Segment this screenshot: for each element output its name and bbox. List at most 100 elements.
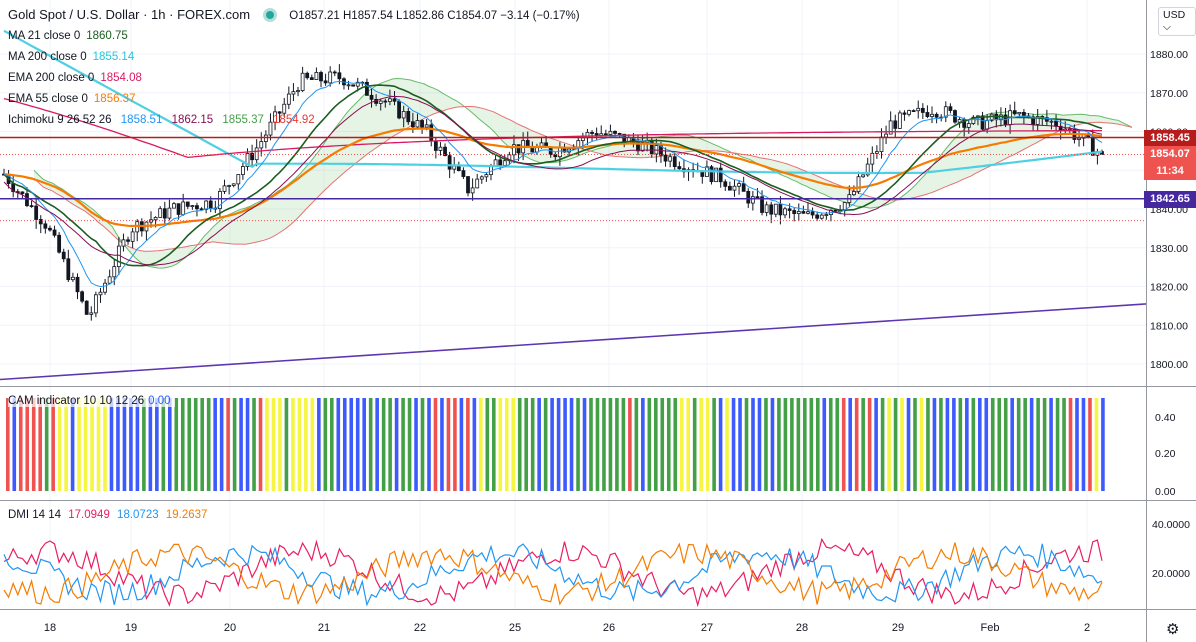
- cam-bar: [816, 398, 820, 491]
- support-price-tag[interactable]: 1842.65: [1144, 190, 1196, 208]
- cam-bar: [83, 398, 88, 491]
- candle-body: [231, 183, 236, 186]
- candle-body: [590, 132, 594, 134]
- cam-bar: [666, 398, 671, 491]
- cam-bar: [932, 398, 937, 491]
- settings-gear-icon[interactable]: ⚙: [1166, 621, 1180, 638]
- candle-body: [985, 119, 990, 130]
- cam-bar: [70, 398, 75, 491]
- cam-bar: [109, 398, 114, 491]
- cam-bar: [978, 398, 982, 491]
- time-axis[interactable]: 18 19 20 21 22 25 26 27 28 29 Feb 2: [44, 622, 1090, 634]
- legend-ichimoku[interactable]: Ichimoku 9 26 52 26 1858.51 1862.15 1855…: [8, 114, 321, 126]
- candle-body: [943, 106, 948, 118]
- cam-bar: [576, 398, 580, 491]
- cam-bar: [375, 398, 379, 491]
- candle-body: [911, 110, 916, 112]
- candle-body: [1021, 111, 1026, 117]
- cam-bar: [1003, 398, 1008, 491]
- cam-pane[interactable]: [6, 398, 1105, 491]
- cam-bar: [939, 398, 943, 491]
- cam-bar: [479, 398, 483, 491]
- candle-body: [369, 94, 374, 100]
- candle-body: [1067, 128, 1072, 131]
- cam-bar: [641, 398, 645, 491]
- legend-ma21[interactable]: MA 21 close 0 1860.75: [8, 30, 134, 42]
- time-tick-label: 22: [414, 622, 426, 634]
- legend-ma200[interactable]: MA 200 close 0 1855.14: [8, 51, 140, 63]
- cam-bar: [219, 398, 224, 491]
- cam-bar: [271, 398, 276, 491]
- cam-bar: [822, 398, 827, 491]
- symbol-title[interactable]: Gold Spot / U.S. Dollar · 1h · FOREX.com: [8, 7, 251, 22]
- countdown-tag: 11:34: [1144, 163, 1196, 181]
- currency-button[interactable]: USD ⌵: [1158, 7, 1196, 36]
- legend-value: 1862.15: [171, 114, 214, 126]
- candle-body: [268, 121, 273, 136]
- symbol-header[interactable]: Gold Spot / U.S. Dollar · 1h · FOREX.com…: [8, 7, 580, 22]
- candle-body: [103, 282, 107, 293]
- candle-body: [677, 166, 682, 170]
- time-tick-label: 27: [701, 622, 713, 634]
- cam-bar: [900, 398, 904, 491]
- candle-body: [755, 196, 760, 199]
- legend-ema200[interactable]: EMA 200 close 0 1854.08: [8, 72, 148, 84]
- cam-bar: [1094, 398, 1099, 491]
- legend-value: 1858.51: [120, 114, 163, 126]
- adx-line: [3, 537, 1103, 608]
- cam-bar: [1010, 398, 1014, 491]
- candle-body: [29, 205, 34, 208]
- candle-body: [897, 112, 902, 129]
- dmi-lines: [3, 537, 1103, 608]
- dmi-label[interactable]: DMI 14 14 17.0949 18.0723 19.2637: [8, 509, 211, 521]
- cam-bar: [913, 398, 917, 491]
- tenkan-line: [3, 80, 1103, 288]
- cam-bar: [103, 398, 107, 491]
- resistance-price-tag[interactable]: 1858.45: [1144, 129, 1196, 147]
- cam-bar: [368, 398, 373, 491]
- cam-bar: [828, 398, 833, 491]
- candle-body: [925, 112, 930, 117]
- dmi-pane[interactable]: [3, 537, 1103, 608]
- cam-bar: [608, 398, 613, 491]
- cam-bar: [848, 398, 852, 491]
- cam-label[interactable]: CAM indicator 10 10 12 26 0.00: [8, 395, 175, 407]
- candle-body: [764, 204, 769, 213]
- time-tick-label: 29: [892, 622, 904, 634]
- candle-body: [332, 71, 337, 74]
- cam-bar: [906, 398, 911, 491]
- candle-body: [1077, 137, 1081, 140]
- candle-body: [879, 136, 884, 153]
- candle-body: [351, 84, 356, 87]
- cam-bar: [453, 398, 457, 491]
- cam-bar: [135, 398, 140, 491]
- cam-bar: [200, 398, 204, 491]
- legend-ema55[interactable]: EMA 55 close 0 1856.37: [8, 93, 141, 105]
- cam-bar: [796, 398, 801, 491]
- cam-bar: [148, 398, 153, 491]
- candle-body: [852, 191, 856, 196]
- legend-label: MA 21 close 0: [8, 30, 81, 42]
- legend-value: 1855.14: [92, 51, 135, 63]
- price-pane[interactable]: [0, 0, 1147, 609]
- candle-body: [874, 151, 879, 154]
- cam-bar: [738, 398, 742, 491]
- time-tick-label: 28: [796, 622, 808, 634]
- cam-bar: [887, 398, 891, 491]
- candle-body: [273, 111, 277, 123]
- horizontal-levels[interactable]: [0, 136, 1147, 381]
- cam-bar: [407, 398, 412, 491]
- candle-body: [1035, 116, 1040, 125]
- time-tick-label: 19: [125, 622, 137, 634]
- cam-bar: [291, 398, 295, 491]
- last-price-tag[interactable]: 1854.07: [1144, 146, 1196, 164]
- candle-body: [732, 185, 737, 191]
- kijun-line: [3, 95, 1103, 266]
- price-axis[interactable]: 1800.001810.001820.001830.001840.001850.…: [1150, 49, 1188, 371]
- candle-body: [787, 208, 792, 211]
- cam-bar: [504, 398, 509, 491]
- cam-bar: [51, 398, 55, 491]
- candle-body: [1049, 120, 1054, 123]
- cam-bar: [44, 398, 49, 491]
